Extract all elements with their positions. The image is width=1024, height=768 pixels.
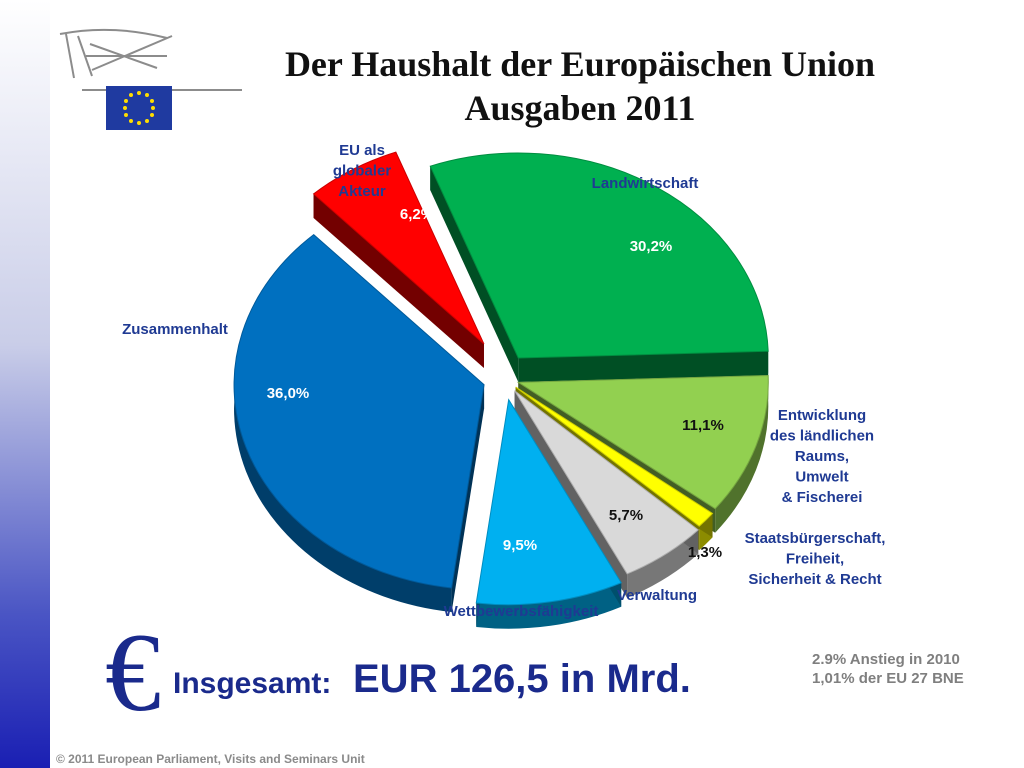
slice-category-label-6: EU als globaler Akteur (333, 142, 392, 200)
pie-slice-3 (514, 390, 700, 575)
side-gradient-band (0, 0, 50, 768)
slice-category-label-4: Wettbewerbsfähigkeit (444, 603, 599, 620)
slice-category-label-0: Landwirtschaft (592, 175, 699, 192)
note-gni-share: 1,01% der EU 27 BNE (812, 670, 964, 687)
slice-face-6-0 (313, 193, 484, 368)
pie-slice-1 (516, 375, 769, 510)
slice-rim-5 (234, 234, 452, 612)
pie-slice-6 (312, 151, 485, 345)
note-increase: 2.9% Anstieg in 2010 (812, 651, 960, 668)
slice-value-label-6: 6,2% (400, 206, 434, 223)
slice-category-label-2: Staatsbürgerschaft, Freiheit, Sicherheit &… (745, 530, 886, 588)
slice-value-label-5: 36,0% (267, 385, 310, 402)
pie-slice-2 (515, 386, 714, 527)
pie-slice-4 (475, 398, 622, 606)
slice-value-label-0: 30,2% (630, 238, 673, 255)
slice-value-label-1: 11,1% (682, 417, 724, 434)
slice-category-label-5: Zusammenhalt (122, 321, 228, 338)
slice-rim-3 (627, 529, 699, 598)
budget-notes: 2.9% Anstieg in 2010 1,01% der EU 27 BNE (812, 650, 964, 688)
slice-category-label-3: Verwaltung (617, 587, 697, 604)
european-parliament-logo (59, 28, 242, 130)
slice-face-0-1 (518, 351, 769, 383)
slice-category-label-1: Entwicklung des ländlichen Raums, Umwelt & F… (770, 407, 874, 506)
pie-slice-0 (429, 152, 769, 359)
chart-title: Der Haushalt der Europäischen Union Ausg… (240, 42, 920, 130)
copyright-footer: © 2011 European Parliament, Visits and S… (56, 752, 365, 766)
slice-face-5-0 (451, 384, 485, 612)
slice-value-label-3: 5,7% (609, 507, 643, 524)
euro-icon: € (105, 611, 161, 735)
title-line-2: Ausgaben 2011 (464, 88, 696, 128)
title-line-1: Der Haushalt der Europäischen Union (284, 44, 876, 84)
slice-value-label-2: 1,3% (688, 544, 722, 561)
slice-value-label-4: 9,5% (503, 537, 537, 554)
slice-rim-4 (476, 582, 622, 629)
slice-face-0-0 (430, 166, 519, 383)
total-label: Insgesamt: (173, 667, 332, 700)
total-block: € Insgesamt: EUR 126,5 in Mrd. (105, 617, 725, 729)
pie-slice-5 (233, 234, 485, 589)
total-value: EUR 126,5 in Mrd. (353, 657, 691, 701)
